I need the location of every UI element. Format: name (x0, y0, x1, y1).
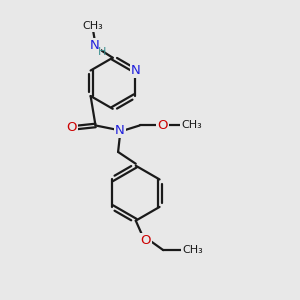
Text: N: N (90, 40, 100, 52)
Text: CH₃: CH₃ (83, 21, 104, 31)
Text: N: N (115, 124, 125, 137)
Text: O: O (67, 121, 77, 134)
Text: CH₃: CH₃ (181, 121, 202, 130)
Text: CH₃: CH₃ (182, 245, 202, 255)
Text: O: O (140, 234, 151, 247)
Text: H: H (98, 47, 106, 57)
Text: O: O (157, 119, 167, 132)
Text: N: N (131, 64, 141, 77)
